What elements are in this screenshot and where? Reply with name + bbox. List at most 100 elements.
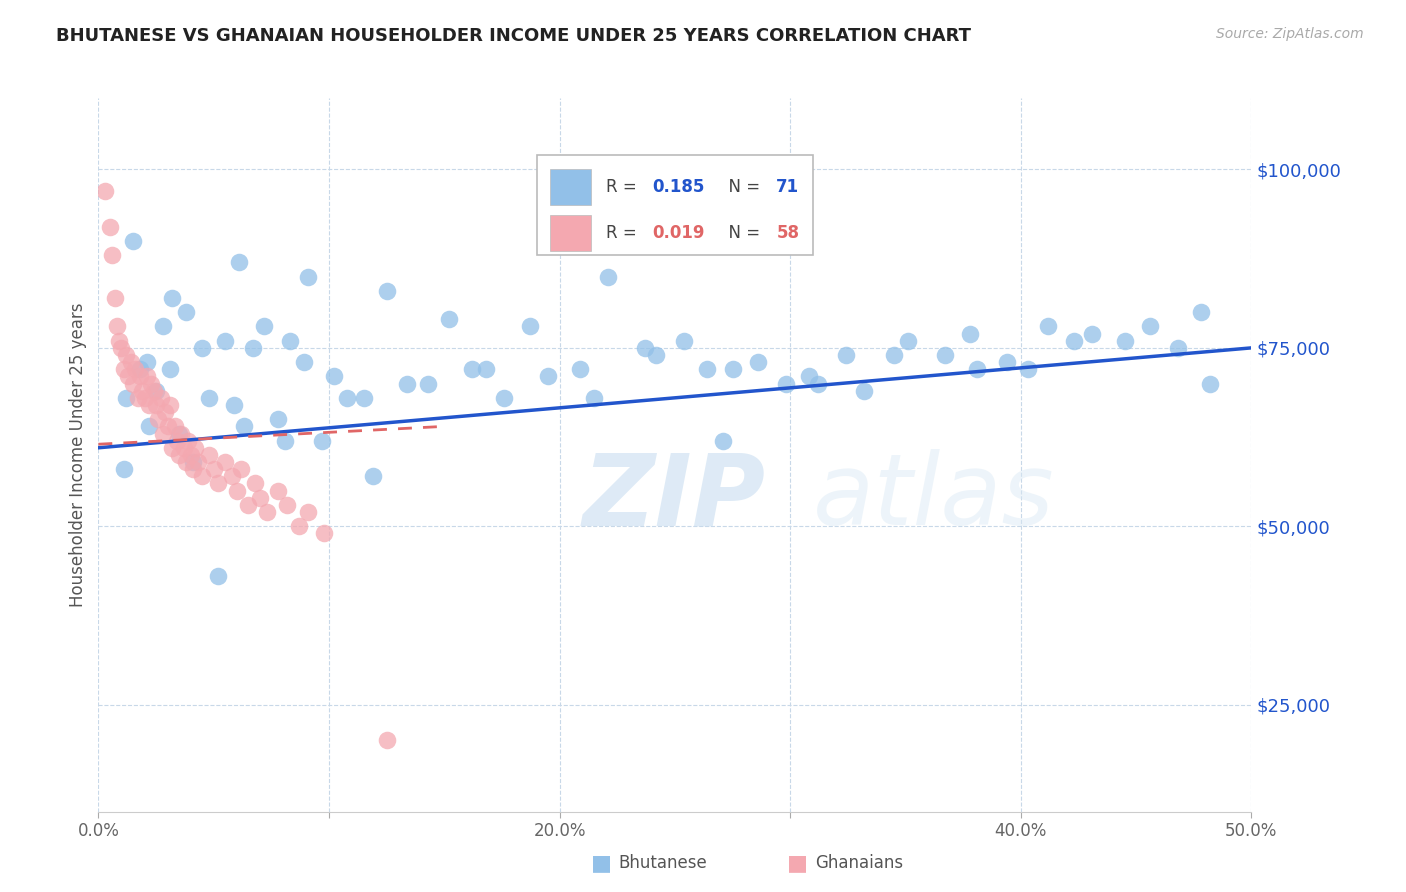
Point — [1139, 319, 1161, 334]
FancyBboxPatch shape — [537, 155, 813, 255]
Point — [245, 476, 267, 491]
Point — [122, 234, 145, 248]
Point — [129, 369, 152, 384]
Point — [105, 319, 128, 334]
Point — [159, 362, 181, 376]
Point — [156, 419, 179, 434]
Point — [145, 398, 167, 412]
Text: 58: 58 — [776, 224, 800, 242]
Point — [256, 505, 278, 519]
Point — [177, 434, 200, 448]
Point — [138, 398, 160, 412]
Point — [202, 462, 225, 476]
Point — [141, 376, 163, 391]
Point — [418, 376, 440, 391]
Point — [135, 369, 157, 384]
Point — [297, 505, 319, 519]
Point — [569, 362, 592, 376]
Point — [596, 269, 619, 284]
Point — [249, 491, 271, 505]
Point — [224, 398, 246, 412]
Point — [149, 391, 172, 405]
Point — [110, 341, 132, 355]
Point — [897, 334, 920, 348]
Point — [375, 284, 398, 298]
Point — [94, 184, 117, 198]
Point — [276, 498, 298, 512]
Point — [834, 348, 856, 362]
Point — [181, 462, 204, 476]
Point — [124, 362, 146, 376]
Point — [583, 391, 606, 405]
Point — [634, 341, 657, 355]
Text: 0.019: 0.019 — [652, 224, 704, 242]
Point — [160, 441, 183, 455]
Point — [120, 355, 142, 369]
Point — [361, 469, 384, 483]
Text: ZIP: ZIP — [582, 450, 766, 546]
Point — [145, 384, 167, 398]
Point — [170, 426, 193, 441]
Point — [131, 384, 153, 398]
Point — [180, 448, 202, 462]
Point — [117, 369, 139, 384]
Point — [112, 362, 135, 376]
Point — [253, 319, 276, 334]
Point — [163, 419, 186, 434]
Point — [1189, 305, 1212, 319]
Point — [645, 348, 668, 362]
Point — [108, 334, 131, 348]
Point — [115, 391, 138, 405]
Point — [288, 519, 311, 533]
Point — [152, 426, 174, 441]
Point — [127, 391, 149, 405]
Point — [242, 341, 264, 355]
Point — [166, 434, 188, 448]
Point — [775, 376, 797, 391]
Point — [267, 412, 290, 426]
Point — [297, 269, 319, 284]
Point — [1081, 326, 1104, 341]
Point — [174, 455, 197, 469]
Text: 0.185: 0.185 — [652, 178, 704, 196]
Point — [138, 419, 160, 434]
Point — [537, 369, 560, 384]
Bar — [550, 215, 591, 251]
Text: R =: R = — [606, 178, 641, 196]
Text: Bhutanese: Bhutanese — [619, 855, 707, 872]
Point — [198, 391, 221, 405]
Text: R =: R = — [606, 224, 641, 242]
Point — [475, 362, 498, 376]
Point — [1038, 319, 1060, 334]
Point — [494, 391, 516, 405]
Text: ■: ■ — [591, 854, 612, 873]
Point — [207, 476, 229, 491]
Point — [198, 448, 221, 462]
Point — [1114, 334, 1136, 348]
Point — [221, 469, 243, 483]
Point — [129, 362, 152, 376]
Point — [148, 412, 170, 426]
Text: Ghanaians: Ghanaians — [815, 855, 904, 872]
Text: atlas: atlas — [813, 450, 1054, 546]
Point — [721, 362, 744, 376]
Point — [238, 498, 260, 512]
Point — [122, 376, 145, 391]
Point — [214, 334, 236, 348]
Point — [267, 483, 290, 498]
Point — [232, 419, 254, 434]
Point — [437, 312, 460, 326]
Point — [375, 733, 398, 747]
Point — [278, 334, 301, 348]
Point — [173, 441, 195, 455]
Point — [160, 291, 183, 305]
Point — [1198, 376, 1220, 391]
Text: N =: N = — [717, 178, 765, 196]
Point — [696, 362, 718, 376]
Point — [142, 384, 165, 398]
Point — [228, 255, 250, 269]
Text: ■: ■ — [787, 854, 808, 873]
Point — [101, 248, 124, 262]
Point — [191, 341, 214, 355]
Point — [673, 334, 696, 348]
